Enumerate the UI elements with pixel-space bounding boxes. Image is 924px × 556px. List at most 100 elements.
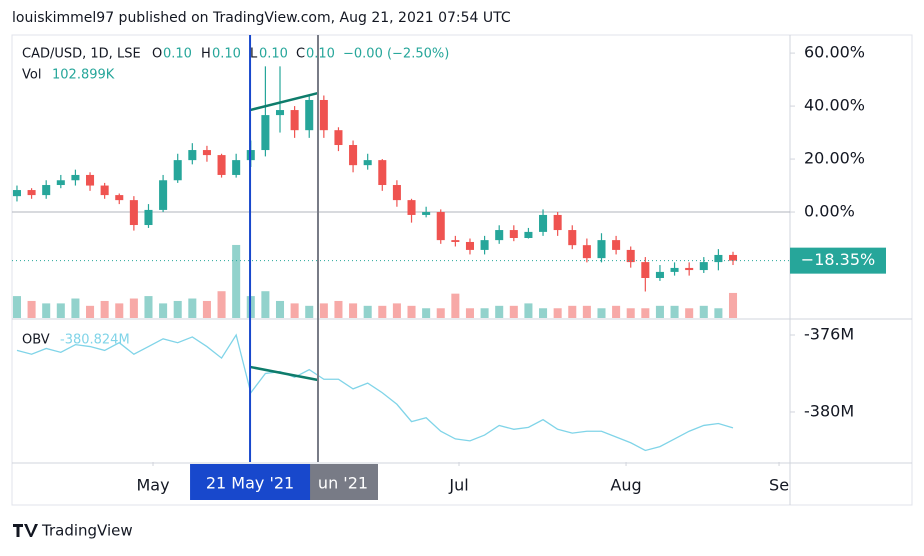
candle-body [100, 185, 109, 196]
volume-bar [422, 308, 431, 318]
volume-bar [685, 308, 694, 318]
candle-body [641, 262, 650, 278]
candle-body [42, 185, 51, 196]
publish-header: louiskimmel97 published on TradingView.c… [12, 10, 511, 26]
volume-bar [188, 298, 197, 318]
volume-bar [100, 300, 109, 318]
candle-body [173, 160, 182, 181]
candle-body [670, 267, 679, 272]
candle-body [159, 180, 168, 210]
volume-bar [612, 305, 621, 318]
volume-bar [539, 308, 548, 318]
l-label: L [250, 47, 258, 62]
volume-bar [42, 303, 51, 318]
candle-body [334, 130, 343, 146]
volume-bar [495, 305, 504, 318]
plot-area: 60.00% 40.00% 20.00% 0.00% -376M -380M May Jul A… [12, 43, 886, 495]
volume-bar [392, 303, 401, 318]
l-value: 0.10 [259, 47, 288, 62]
volume-bar [407, 305, 416, 318]
candle-body [275, 110, 285, 116]
candle-body [436, 212, 445, 241]
obv-tick-label: -376M [804, 325, 854, 344]
candle-body [261, 115, 270, 151]
tv-logo [13, 524, 38, 537]
obv-value: -380.824M [60, 333, 130, 348]
volume-bar [641, 308, 650, 318]
y-tick-label: 20.00% [804, 149, 865, 168]
volume-bar [159, 303, 168, 318]
x-tick-label: Jul [448, 476, 468, 495]
candle-body [699, 262, 708, 271]
y-tick-label: 0.00% [804, 202, 855, 221]
candle-body [115, 195, 124, 201]
candle-body [407, 200, 416, 215]
candle-body [465, 241, 474, 250]
candle-body [495, 230, 504, 241]
volume-bar [582, 305, 591, 318]
c-label: C [296, 47, 305, 62]
h-label: H [201, 47, 211, 62]
volume-bar [86, 305, 95, 318]
candle-body [305, 99, 314, 131]
obv-line [16, 333, 734, 452]
volume-bar [436, 308, 445, 318]
volume-bar [129, 298, 138, 318]
obv-tick-label: -380M [804, 401, 854, 420]
y-tick-label: 60.00% [804, 43, 865, 62]
x-tick-label: Aug [610, 476, 641, 495]
volume-label: Vol [22, 68, 41, 83]
candle-body [27, 190, 36, 196]
candle-body [422, 212, 431, 215]
volume-bar [305, 305, 314, 318]
volume-bar [597, 308, 606, 318]
trend-line [249, 365, 319, 382]
volume-bar [27, 300, 36, 318]
candle-body [129, 200, 138, 226]
volume-bar [319, 303, 328, 318]
candle-body [349, 145, 358, 166]
candle-body [217, 155, 226, 175]
candle-body [290, 110, 299, 131]
volume-bar [699, 305, 708, 318]
change: −0.00 (−2.50%) [343, 47, 449, 62]
candle-body [392, 185, 401, 201]
candle-body [144, 209, 153, 226]
volume-bar [553, 308, 562, 318]
last-price-box [790, 247, 886, 274]
candle-body [509, 230, 518, 238]
candle-body [568, 230, 577, 246]
time-label: 21 May '21 [206, 474, 294, 493]
candle-body [363, 160, 372, 166]
candle-body [202, 150, 211, 156]
candle-body [626, 249, 635, 263]
legend: CAD/USD, 1D, LSE O 0.10 H 0.10 L 0.10 C … [22, 47, 449, 348]
time-label-box [307, 464, 378, 500]
candle-body [655, 271, 664, 278]
candle-body [71, 174, 80, 181]
volume-bar [217, 291, 226, 318]
obv-label: OBV [22, 333, 50, 348]
volume-bar [451, 293, 460, 318]
o-label: O [152, 47, 162, 62]
last-price-label: −18.35% [801, 250, 875, 269]
candle-body [56, 180, 65, 186]
volume-bar [363, 305, 372, 318]
candle-body [612, 240, 621, 250]
volume-bar [714, 308, 723, 318]
overlay: un '21 21 May '21 [190, 35, 378, 500]
volume-bar [144, 296, 153, 318]
volume-value: 102.899K [52, 68, 115, 83]
candle-body [378, 160, 387, 186]
x-tick-label: Se [769, 476, 789, 495]
volume-bar [12, 296, 21, 318]
candle-body [728, 254, 738, 261]
candle-body [714, 254, 723, 263]
y-tick-label: 40.00% [804, 96, 865, 115]
volume-bar [480, 308, 489, 318]
volume-bar [655, 305, 664, 318]
symbol: CAD/USD, 1D, LSE [22, 47, 141, 62]
candle-body [480, 240, 489, 250]
volume-bar [728, 292, 738, 318]
chart-frame [11, 34, 913, 506]
